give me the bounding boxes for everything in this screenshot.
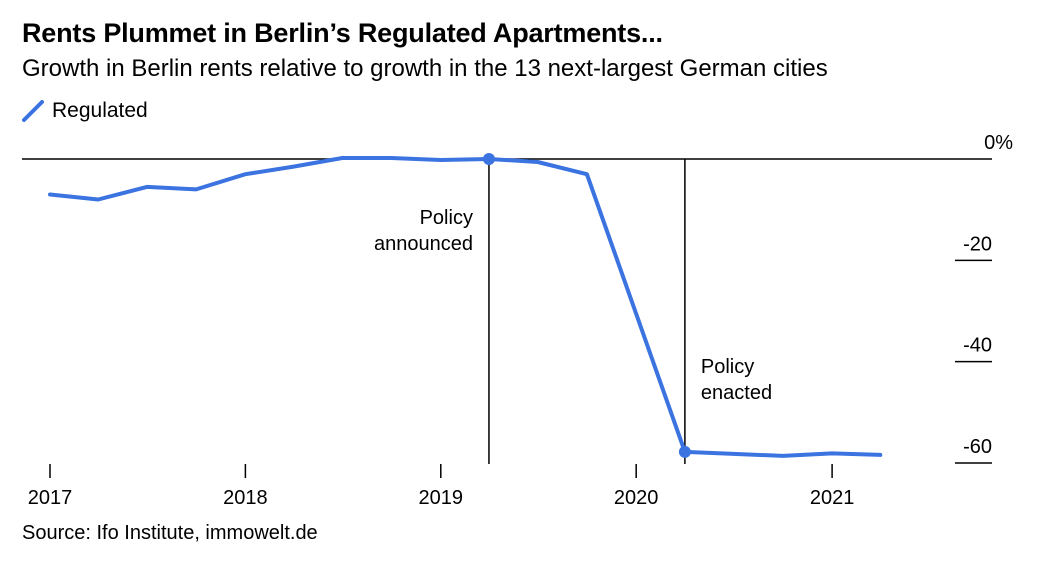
y-tick-label: -20 (963, 233, 992, 255)
x-axis-layer: 2017 2018 2019 2020 2021 (28, 464, 855, 509)
annotation-layer: Policy announced Policy enacted (374, 159, 772, 464)
highlight-marker (482, 153, 495, 165)
y-tick-label: -60 (963, 436, 992, 458)
chart-title: Rents Plummet in Berlin’s Regulated Apar… (22, 18, 663, 48)
x-tick-label: 2019 (419, 487, 464, 509)
x-tick-label: 2020 (614, 487, 659, 509)
x-tick-label: 2021 (810, 487, 855, 509)
legend-swatch-regulated (22, 100, 44, 122)
series-layer (48, 153, 883, 458)
x-tick-label: 2018 (223, 487, 268, 509)
series-line-regulated (48, 156, 883, 458)
y-tick-label: -40 (963, 335, 992, 357)
annotation-text: enacted (701, 382, 772, 404)
highlight-marker (678, 445, 691, 458)
annotation-text: Policy (420, 207, 473, 229)
y-axis-layer: 0% -20 -40 -60 (955, 132, 1013, 464)
source-note: Source: Ifo Institute, immowelt.de (22, 522, 318, 544)
legend: Regulated (22, 97, 148, 125)
annotation-text: announced (374, 233, 473, 255)
annotation-text: Policy (701, 356, 754, 378)
y-tick-label: 0% (984, 132, 1013, 154)
legend-label-regulated: Regulated (52, 99, 148, 122)
x-tick-label: 2017 (28, 487, 73, 509)
chart-subtitle: Growth in Berlin rents relative to growt… (22, 55, 828, 82)
